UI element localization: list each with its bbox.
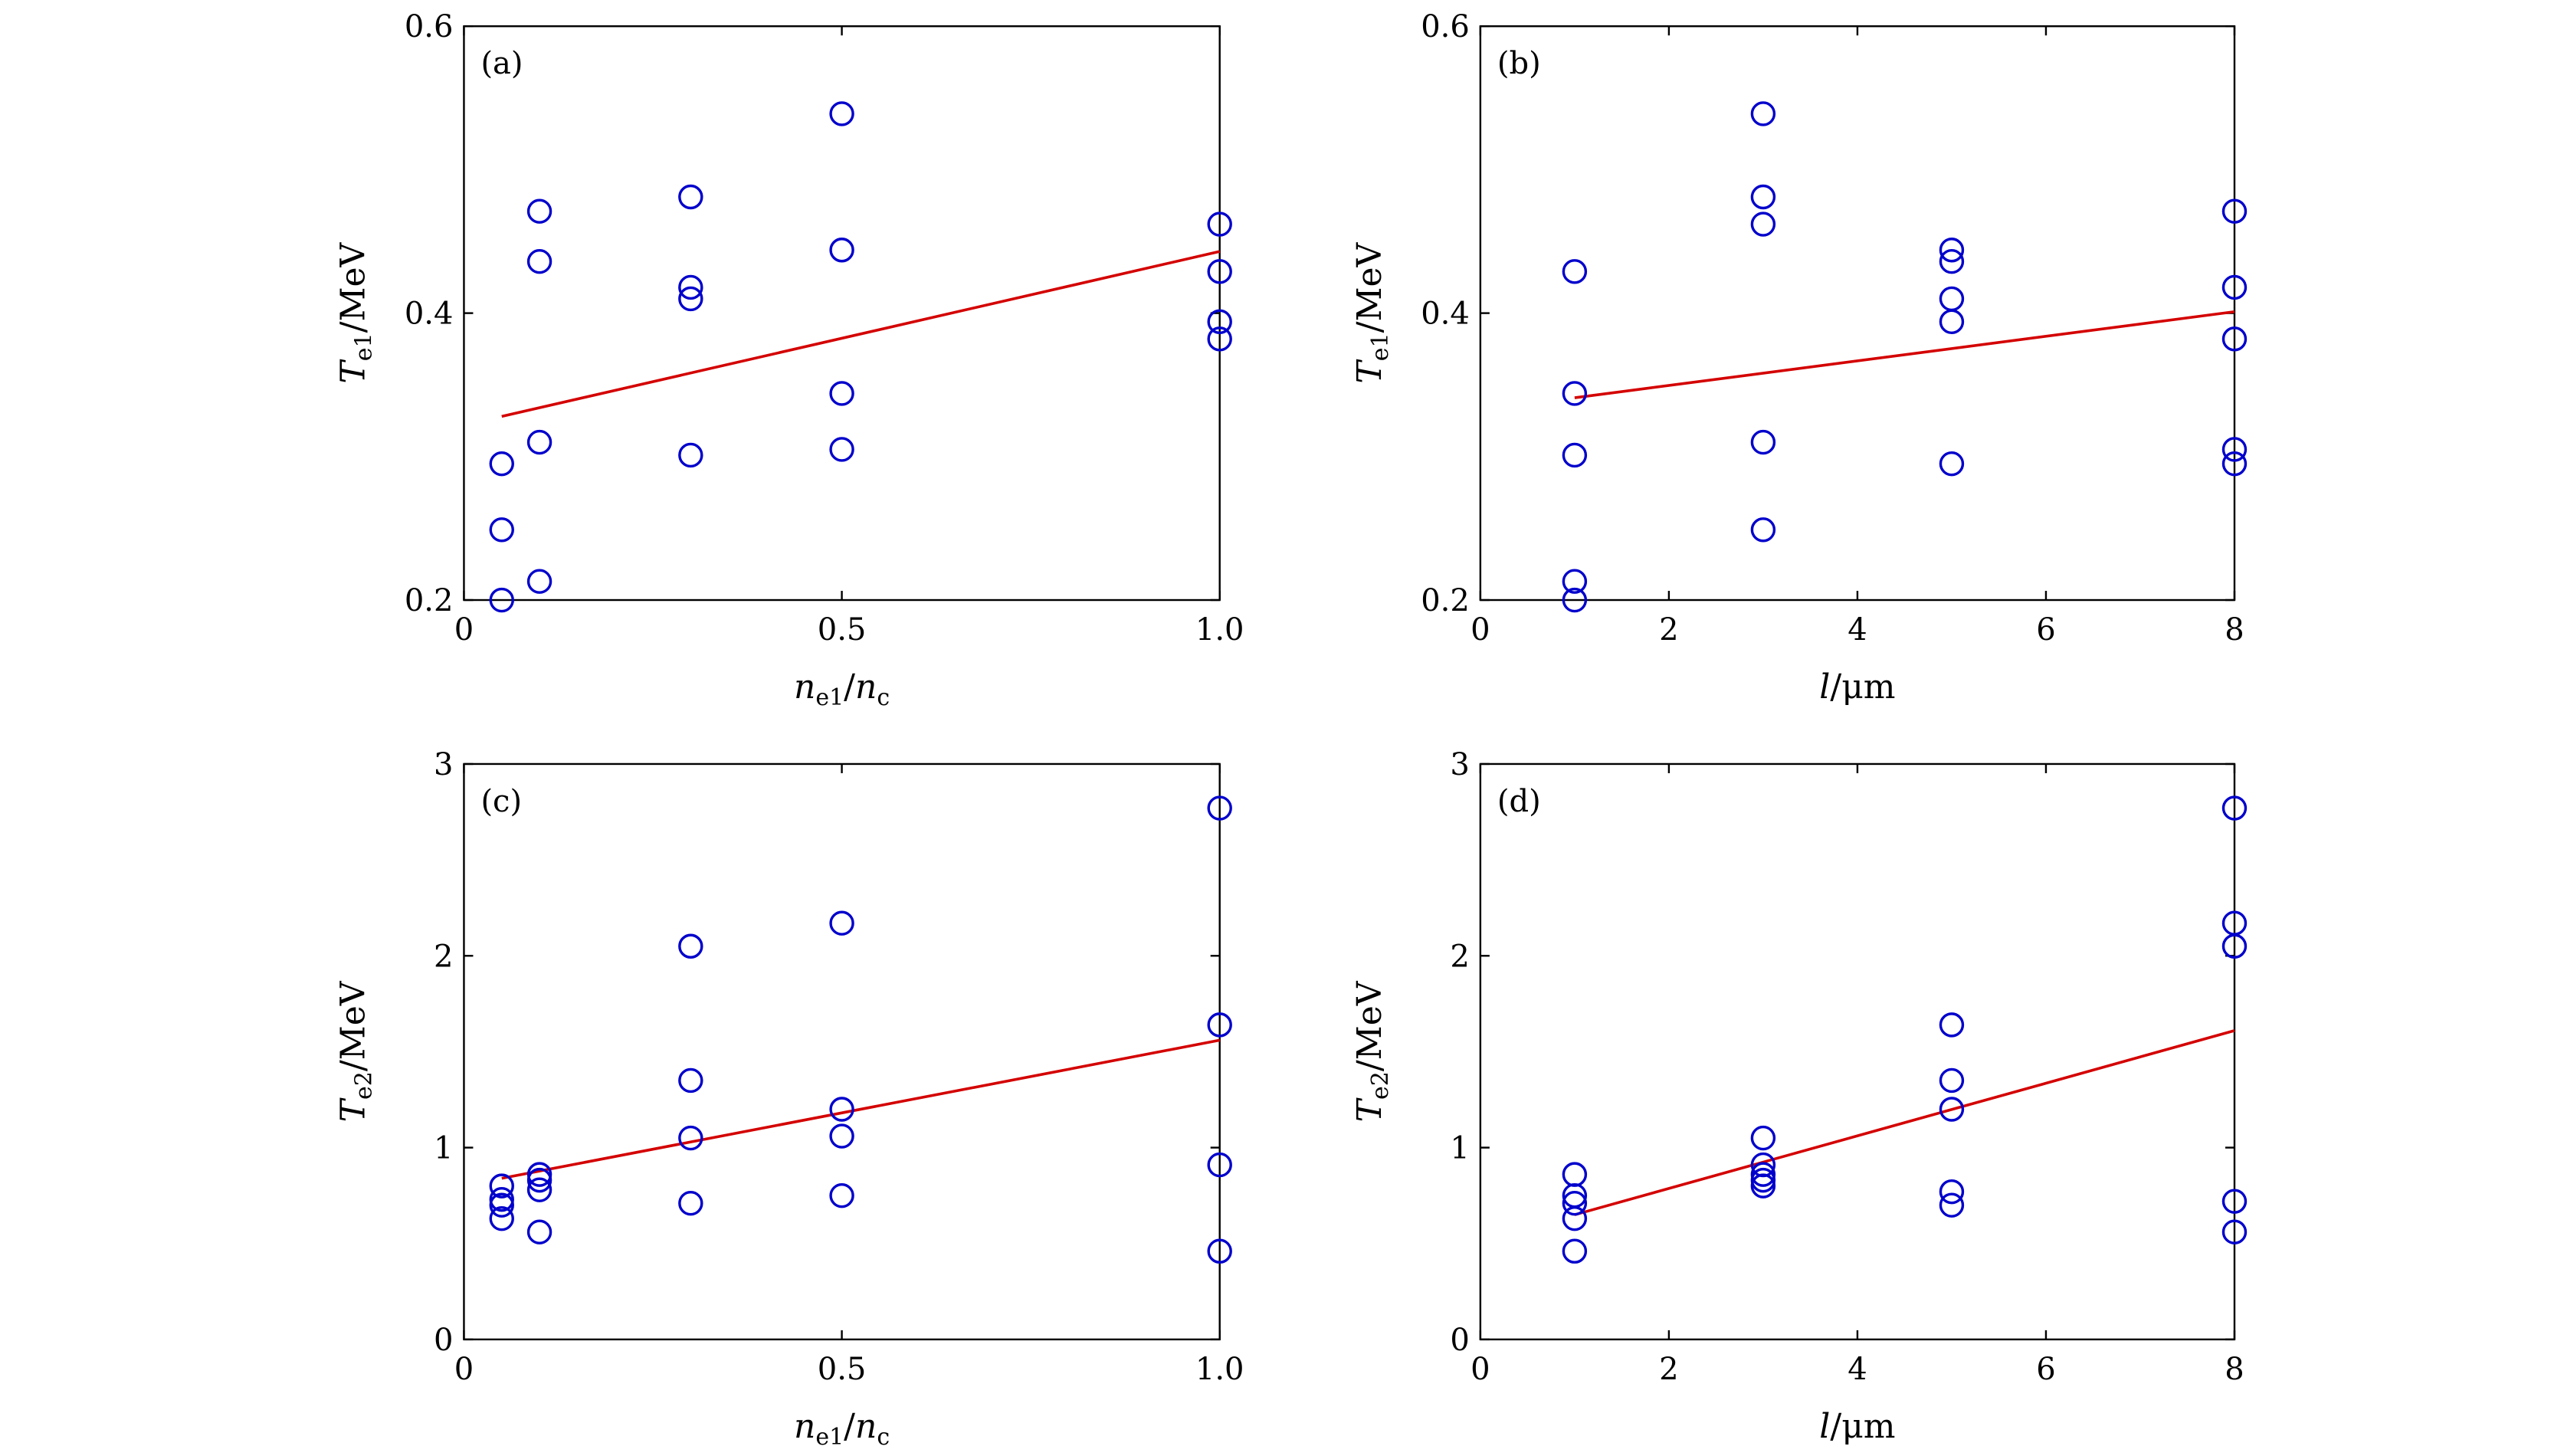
y-tick-label: 1 [434, 1131, 453, 1166]
data-point [1940, 1181, 1962, 1203]
data-point [680, 935, 702, 957]
data-point [1563, 1240, 1585, 1262]
x-tick-label: 0 [1471, 1352, 1490, 1387]
data-point [831, 912, 853, 934]
data-point [1752, 1127, 1774, 1149]
fit-line [1575, 312, 2234, 398]
y-tick-label: 0.4 [1421, 297, 1470, 332]
plot-frame [464, 26, 1219, 600]
x-tick-label: 1.0 [1195, 1352, 1244, 1387]
x-tick-label: 2 [1659, 1352, 1678, 1387]
y-tick-label: 1 [1450, 1131, 1469, 1166]
y-axis-label: Te1/MeV [333, 241, 377, 383]
data-point [831, 438, 853, 461]
data-point [1752, 519, 1774, 541]
y-tick-label: 0.2 [1421, 583, 1470, 618]
y-tick-label: 2 [434, 939, 453, 974]
data-point [831, 382, 853, 405]
data-point [529, 251, 551, 273]
data-point [680, 1069, 702, 1091]
data-point [1563, 382, 1585, 405]
data-point [1752, 1169, 1774, 1192]
data-point [1940, 1014, 1962, 1036]
data-point [831, 239, 853, 261]
data-point [680, 444, 702, 466]
data-point [1940, 287, 1962, 310]
x-tick-label: 8 [2225, 612, 2244, 648]
data-point [680, 1127, 702, 1149]
data-point [529, 431, 551, 454]
x-tick-label: 2 [1659, 612, 1678, 648]
data-point [1563, 444, 1585, 466]
x-axis-label: l/μm [1819, 667, 1895, 707]
panel-a: 0 0.5 1.0 0.2 0.4 0.6 (a) ne1/nc Te1/MeV [333, 9, 1244, 711]
x-axis-label: l/μm [1819, 1407, 1895, 1446]
data-point [831, 103, 853, 125]
x-tick-label: 0 [1471, 612, 1490, 648]
x-tick-label: 0 [454, 612, 474, 648]
data-point [1752, 103, 1774, 125]
y-tick-label: 0 [1450, 1323, 1469, 1358]
y-axis-label: Te2/MeV [1350, 980, 1394, 1122]
data-point [1940, 1194, 1962, 1216]
plot-frame [1480, 26, 2234, 600]
data-point [529, 570, 551, 592]
data-point [529, 200, 551, 222]
y-tick-label: 0.4 [405, 297, 454, 332]
panel-label: (a) [480, 46, 523, 81]
x-tick-label: 1.0 [1195, 612, 1244, 648]
plot-frame [464, 764, 1219, 1340]
x-tick-label: 0 [454, 1352, 474, 1387]
y-axis-label: Te2/MeV [333, 980, 377, 1122]
y-tick-label: 2 [1450, 939, 1469, 974]
x-tick-label: 6 [2036, 612, 2055, 648]
y-axis-label: Te1/MeV [1350, 241, 1394, 383]
data-point [1752, 185, 1774, 208]
figure: 0 0.5 1.0 0.2 0.4 0.6 (a) ne1/nc Te1/MeV 0 2 4 6 8 0.2… [0, 0, 2564, 1456]
panel-label: (c) [480, 784, 522, 819]
panel-b: 0 2 4 6 8 0.2 0.4 0.6 (b) l/μm Te1/MeV [1350, 9, 2246, 707]
data-point [680, 1192, 702, 1215]
fit-line [502, 1040, 1220, 1178]
data-point [529, 1221, 551, 1243]
y-tick-label: 3 [434, 747, 453, 782]
data-point [831, 1125, 853, 1147]
panel-label: (b) [1497, 46, 1541, 81]
fit-line [1575, 1031, 2234, 1215]
x-tick-label: 6 [2036, 1352, 2055, 1387]
x-tick-label: 0.5 [818, 612, 867, 648]
panel-c: 0 0.5 1.0 0 1 2 3 (c) ne1/nc Te2/MeV [333, 747, 1244, 1451]
data-point [490, 519, 513, 541]
x-tick-label: 8 [2225, 1352, 2244, 1387]
y-tick-label: 0.2 [405, 583, 454, 618]
data-point [1752, 213, 1774, 235]
y-tick-label: 0.6 [405, 9, 454, 44]
data-point [1940, 1069, 1962, 1091]
x-tick-label: 4 [1848, 1352, 1867, 1387]
panel-label: (d) [1497, 784, 1541, 819]
y-tick-label: 3 [1450, 747, 1469, 782]
y-tick-label: 0 [434, 1323, 453, 1358]
x-tick-label: 4 [1848, 612, 1867, 648]
data-point [1940, 310, 1962, 333]
y-tick-label: 0.6 [1421, 9, 1470, 44]
data-point [1563, 1208, 1585, 1230]
fit-line [502, 251, 1220, 416]
x-axis-label: ne1/nc [794, 667, 890, 711]
data-point [490, 453, 513, 475]
data-point [1563, 261, 1585, 283]
x-axis-label: ne1/nc [794, 1407, 890, 1451]
data-point [1563, 1163, 1585, 1185]
panel-d: 0 2 4 6 8 0 1 2 3 (d) l/μm Te2/MeV [1350, 747, 2246, 1446]
data-point [831, 1185, 853, 1207]
data-point [831, 1098, 853, 1120]
data-point [1752, 431, 1774, 454]
data-point [680, 185, 702, 208]
data-point [1940, 453, 1962, 475]
x-tick-label: 0.5 [818, 1352, 867, 1387]
plot-frame [1480, 764, 2234, 1340]
